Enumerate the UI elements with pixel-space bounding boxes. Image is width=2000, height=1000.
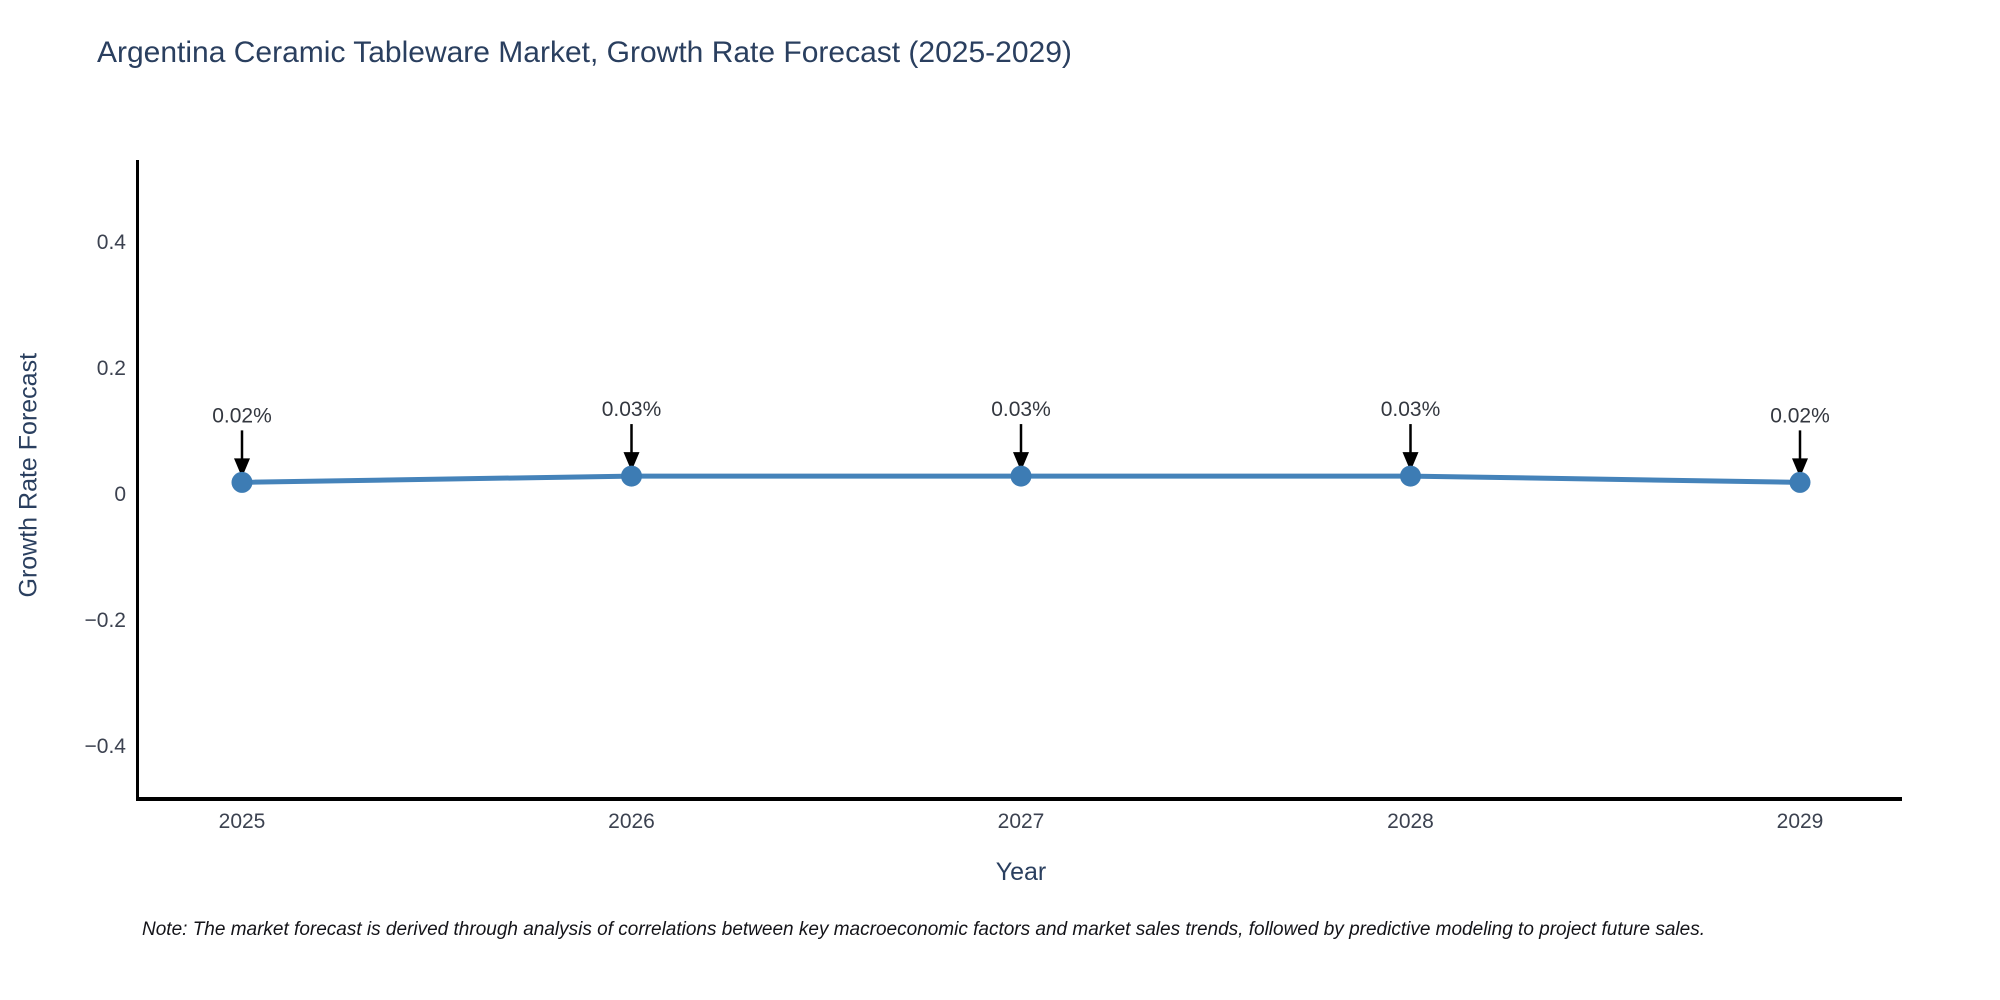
x-tick-label: 2028 [1387,810,1434,833]
y-tick-label: −0.2 [84,609,126,633]
x-tick-label: 2027 [997,810,1045,833]
x-tick-label: 2025 [218,810,266,833]
point-label: 0.03% [602,398,662,421]
y-axis-line [136,160,139,801]
data-point-marker [621,465,642,487]
x-axis-title: Year [995,858,1047,886]
point-label: 0.03% [1381,398,1441,421]
annotation-arrow-head [234,458,250,478]
annotation-arrow-head [1402,452,1419,472]
footnote: Note: The market forecast is derived thr… [142,919,1705,940]
y-tick-label: 0.2 [96,356,126,380]
x-tick-label: 2026 [608,810,655,833]
chart-title: Argentina Ceramic Tableware Market, Grow… [97,36,1072,69]
annotation-arrow-head [1013,452,1029,472]
annotation-arrow-head [623,452,640,472]
x-tick-label: 2029 [1776,810,1824,833]
y-tick-label: −0.4 [84,735,126,759]
data-point-marker [1789,471,1811,493]
data-point-marker [1010,465,1032,487]
data-point-marker [231,471,253,493]
annotation-arrow-head [1792,458,1808,478]
y-tick-label: 0 [114,483,126,506]
point-label: 0.02% [212,404,272,427]
point-label: 0.02% [1770,404,1830,427]
x-axis-line [136,797,1902,801]
y-tick-label: 0.4 [96,230,126,254]
point-label: 0.03% [991,398,1051,421]
data-point-marker [1400,465,1421,487]
